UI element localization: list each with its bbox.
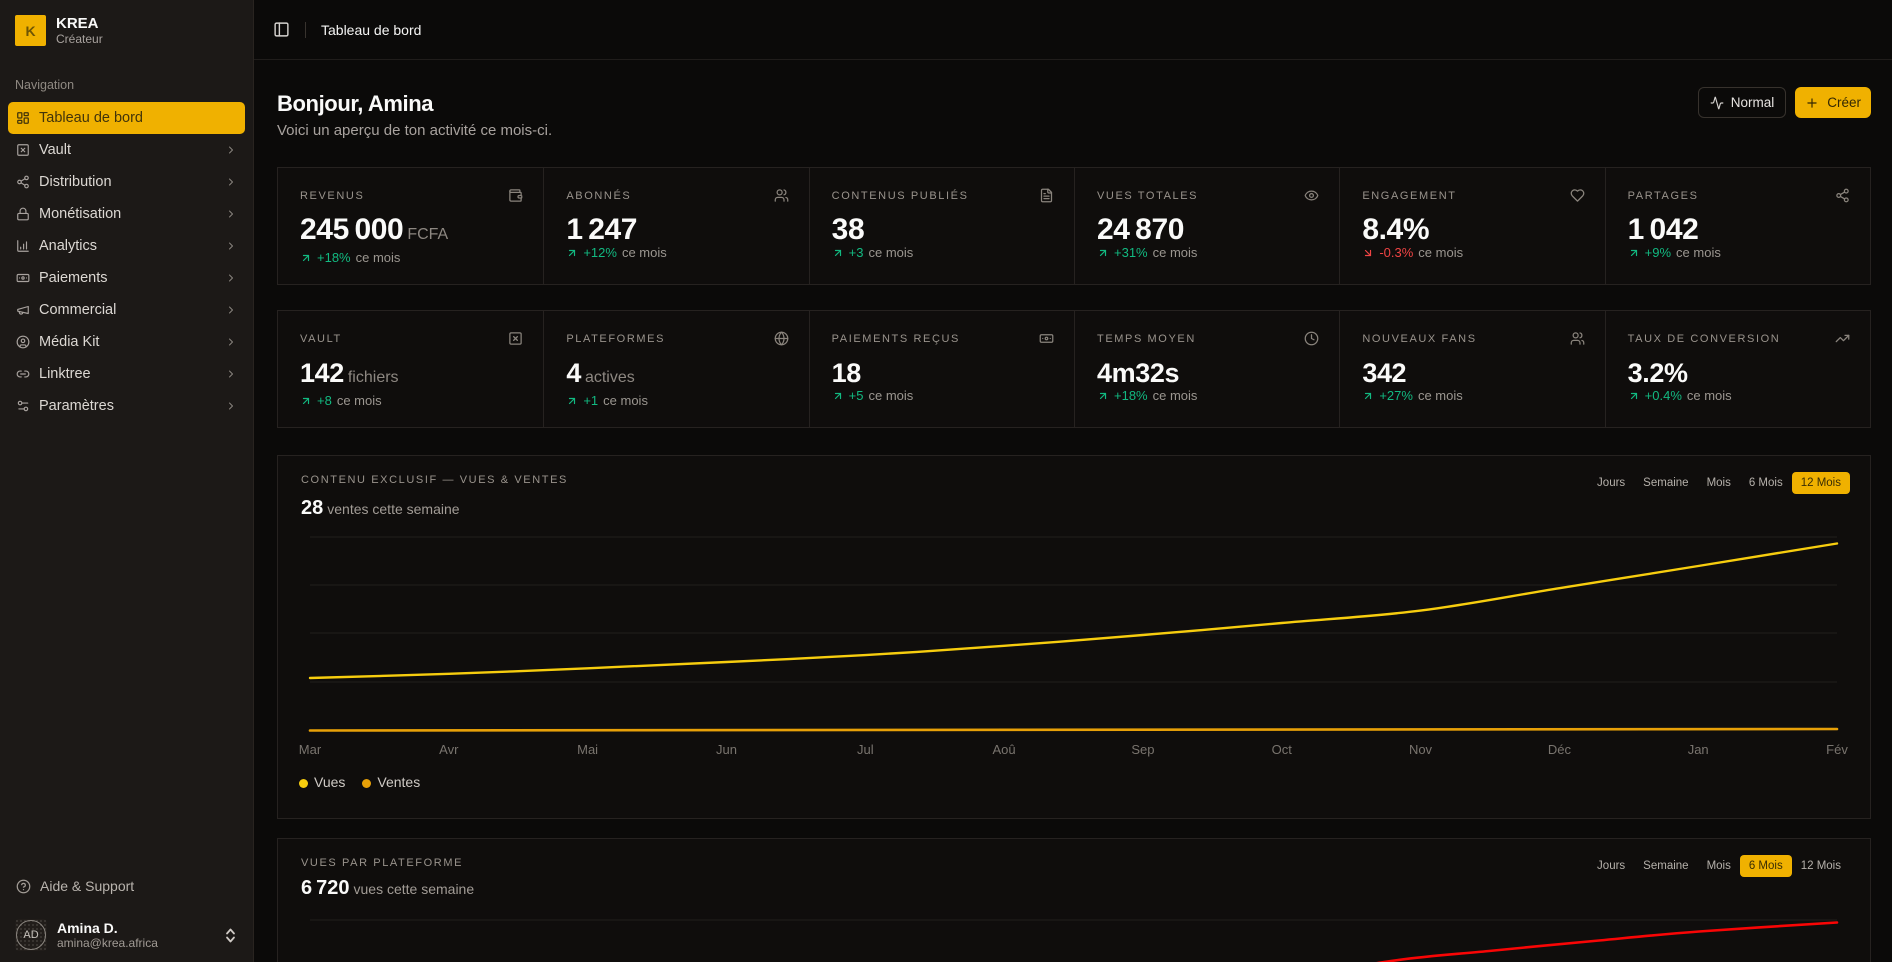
- svg-text:Aoû: Aoû: [993, 742, 1016, 757]
- svg-text:Fév: Fév: [1826, 742, 1848, 757]
- svg-text:Jul: Jul: [857, 742, 874, 757]
- svg-text:Mar: Mar: [299, 742, 322, 757]
- svg-text:Déc: Déc: [1548, 742, 1572, 757]
- svg-text:Oct: Oct: [1272, 742, 1293, 757]
- svg-text:Mai: Mai: [577, 742, 598, 757]
- svg-text:Jun: Jun: [716, 742, 737, 757]
- svg-text:Nov: Nov: [1409, 742, 1433, 757]
- svg-text:Sep: Sep: [1131, 742, 1154, 757]
- svg-text:Jan: Jan: [1688, 742, 1709, 757]
- svg-text:Avr: Avr: [439, 742, 459, 757]
